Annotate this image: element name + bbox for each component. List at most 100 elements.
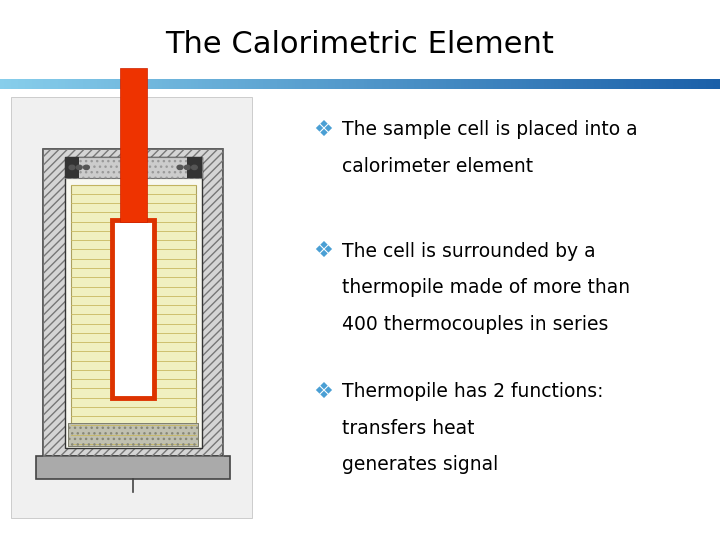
Bar [565, 79, 570, 89]
Bar [515, 79, 519, 89]
Bar [43, 79, 48, 89]
Bar [162, 79, 166, 89]
Bar [79, 79, 84, 89]
Bar [68, 423, 198, 446]
Bar [36, 456, 230, 479]
Bar [216, 79, 220, 89]
Bar [464, 79, 469, 89]
Bar [223, 79, 228, 89]
Text: The sample cell is placed into a: The sample cell is placed into a [342, 120, 638, 139]
Bar [691, 79, 696, 89]
Bar [662, 79, 667, 89]
Bar [248, 79, 253, 89]
Bar [7, 79, 12, 89]
Bar [374, 79, 379, 89]
Bar [65, 157, 202, 178]
Bar [407, 79, 411, 89]
Bar [583, 79, 588, 89]
Bar [536, 79, 541, 89]
Bar [457, 79, 462, 89]
Bar [371, 79, 375, 89]
Circle shape [84, 165, 89, 170]
Bar [65, 157, 202, 448]
Bar [205, 79, 210, 89]
Bar [403, 79, 408, 89]
Bar [191, 79, 195, 89]
Bar [212, 79, 217, 89]
Bar [11, 79, 15, 89]
Bar [382, 79, 386, 89]
Text: transfers heat: transfers heat [342, 418, 474, 438]
Bar [317, 79, 321, 89]
Bar [594, 79, 598, 89]
Bar [616, 79, 620, 89]
Bar [356, 79, 361, 89]
Bar [83, 79, 87, 89]
Bar [25, 79, 30, 89]
Text: generates signal: generates signal [342, 455, 498, 475]
Bar [410, 79, 415, 89]
Bar [353, 79, 357, 89]
Bar [270, 79, 274, 89]
Bar [385, 79, 390, 89]
Bar [425, 79, 429, 89]
Bar [65, 157, 79, 178]
Circle shape [69, 165, 75, 170]
Bar [670, 79, 674, 89]
Bar [328, 79, 332, 89]
Bar [482, 79, 487, 89]
Bar [71, 185, 196, 444]
Bar [558, 79, 562, 89]
Bar [202, 79, 206, 89]
Bar [241, 79, 246, 89]
Bar [140, 79, 145, 89]
Bar [266, 79, 271, 89]
Bar [436, 79, 440, 89]
Text: ❖: ❖ [313, 241, 333, 261]
Bar [702, 79, 706, 89]
Bar [659, 79, 663, 89]
Bar [637, 79, 642, 89]
Bar [198, 79, 202, 89]
Bar [338, 79, 343, 89]
Circle shape [184, 165, 190, 170]
Bar [335, 79, 339, 89]
Bar [112, 79, 116, 89]
Bar [122, 79, 127, 89]
Bar [144, 79, 148, 89]
Bar [562, 79, 566, 89]
Bar [634, 79, 638, 89]
Bar [673, 79, 678, 89]
Bar [310, 79, 314, 89]
Bar [533, 79, 537, 89]
Bar [22, 79, 26, 89]
Bar [306, 79, 310, 89]
Bar [133, 79, 138, 89]
Bar [18, 79, 22, 89]
Bar [695, 79, 699, 89]
Bar [439, 79, 444, 89]
Bar [475, 79, 480, 89]
Bar [367, 79, 372, 89]
Bar [713, 79, 717, 89]
Bar [486, 79, 490, 89]
Bar [479, 79, 483, 89]
Bar [601, 79, 606, 89]
Bar [378, 79, 382, 89]
Bar [0, 79, 4, 89]
Bar [245, 79, 249, 89]
Bar [112, 220, 154, 398]
Bar [130, 79, 134, 89]
Bar [76, 79, 80, 89]
Bar [396, 79, 400, 89]
Bar [432, 79, 436, 89]
Bar [43, 148, 223, 456]
Bar [54, 79, 58, 89]
Bar [608, 79, 613, 89]
Bar [490, 79, 494, 89]
Bar [47, 79, 51, 89]
Bar [209, 79, 213, 89]
Bar [680, 79, 685, 89]
Bar [166, 79, 170, 89]
Bar [220, 79, 224, 89]
